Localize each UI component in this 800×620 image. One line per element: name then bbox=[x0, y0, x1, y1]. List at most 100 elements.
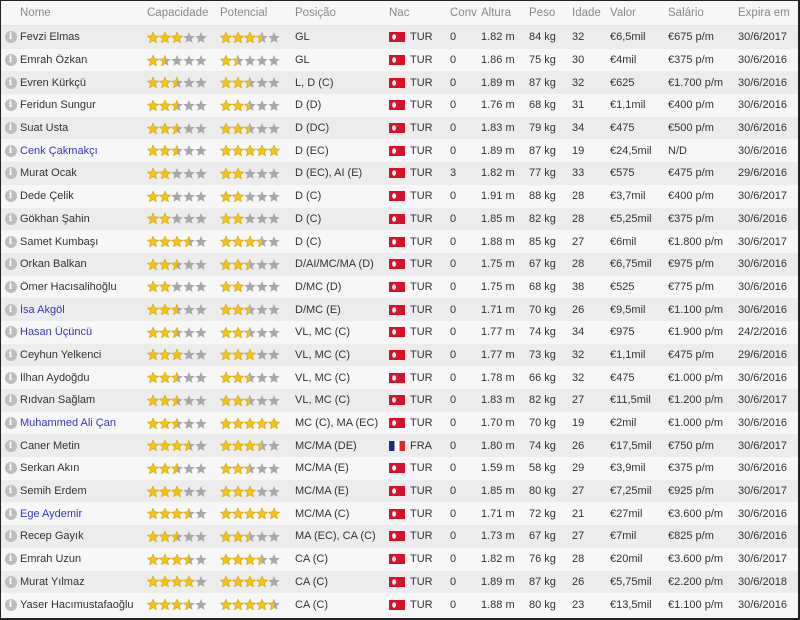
player-name[interactable]: Hasan Üçüncü bbox=[20, 326, 93, 339]
info-icon[interactable]: i bbox=[4, 54, 17, 67]
info-cell[interactable]: i bbox=[1, 485, 20, 498]
info-cell[interactable]: i bbox=[1, 167, 20, 180]
table-row[interactable]: i Rıdvan Sağlam VL, MC (C) TUR 0 1.83 m 82 kg 2… bbox=[1, 389, 798, 412]
header-salario[interactable]: Salário bbox=[668, 7, 704, 19]
table-row[interactable]: i Yaser Hacımustafaoğlu CA (C) TUR 0 1.88 m 80… bbox=[1, 593, 798, 616]
table-row[interactable]: i Fevzi Elmas GL TUR 0 1.82 m 84 kg 32 €6,5mil €6… bbox=[1, 26, 798, 49]
table-row[interactable]: i Ömer Hacısalihoğlu D/MC (D) TUR 0 1.75 m 68 … bbox=[1, 275, 798, 299]
info-cell[interactable]: i bbox=[1, 122, 20, 135]
info-icon[interactable]: i bbox=[4, 507, 17, 520]
player-name[interactable]: Muhammed Ali Çan bbox=[20, 417, 116, 430]
player-name[interactable]: Fevzi Elmas bbox=[20, 31, 80, 44]
info-cell[interactable]: i bbox=[1, 417, 20, 430]
player-name[interactable]: İlhan Aydoğdu bbox=[20, 371, 90, 384]
table-row[interactable]: i Suat Usta D (DC) TUR 0 1.83 m 79 kg 34 €475 €50… bbox=[1, 116, 798, 140]
table-row[interactable]: i Muhammed Ali Çan MC (C), MA (EC) TUR 0 1.70… bbox=[1, 411, 798, 435]
info-cell[interactable]: i bbox=[1, 144, 20, 157]
player-name[interactable]: Serkan Akın bbox=[20, 462, 80, 475]
header-conv[interactable]: Conv bbox=[450, 7, 477, 19]
header-idade[interactable]: Idade bbox=[572, 7, 601, 19]
info-cell[interactable]: i bbox=[1, 258, 20, 271]
info-icon[interactable]: i bbox=[4, 417, 17, 430]
header-potencial[interactable]: Potencial bbox=[220, 7, 268, 19]
header-capacidade[interactable]: Capacidade bbox=[147, 7, 209, 19]
info-icon[interactable]: i bbox=[4, 258, 17, 271]
info-cell[interactable]: i bbox=[1, 303, 20, 316]
info-icon[interactable]: i bbox=[4, 99, 17, 112]
info-icon[interactable]: i bbox=[4, 575, 17, 588]
info-cell[interactable]: i bbox=[1, 235, 20, 248]
header-peso[interactable]: Peso bbox=[529, 7, 556, 19]
header-nome[interactable]: Nome bbox=[20, 7, 51, 19]
player-name[interactable]: Evren Kürkçü bbox=[20, 76, 87, 89]
info-cell[interactable]: i bbox=[1, 394, 20, 407]
player-name[interactable]: Feridun Sungur bbox=[20, 99, 96, 112]
info-cell[interactable]: i bbox=[1, 462, 20, 475]
info-cell[interactable]: i bbox=[1, 280, 20, 293]
table-row[interactable]: i Ege Aydemir MC/MA (C) TUR 0 1.71 m 72 kg 21 €2… bbox=[1, 502, 798, 526]
header-posicao[interactable]: Posição bbox=[295, 7, 336, 19]
player-name[interactable]: Recep Gayık bbox=[20, 530, 84, 543]
table-row[interactable]: i İsa Akgöl D/MC (E) TUR 0 1.71 m 70 kg 26 €9,5m… bbox=[1, 298, 798, 321]
player-name[interactable]: Ömer Hacısalihoğlu bbox=[20, 280, 117, 293]
info-icon[interactable]: i bbox=[4, 598, 17, 611]
table-row[interactable]: i Orkan Balkan D/AI/MC/MA (D) TUR 0 1.75 m 67 … bbox=[1, 252, 798, 276]
player-name[interactable]: Suat Usta bbox=[20, 122, 69, 135]
table-row[interactable]: i Emrah Özkan GL TUR 0 1.86 m 75 kg 30 €4mil €375… bbox=[1, 48, 798, 72]
table-row[interactable]: i Murat Yılmaz CA (C) TUR 0 1.89 m 87 kg 26 €5,7… bbox=[1, 570, 798, 594]
info-cell[interactable]: i bbox=[1, 598, 20, 611]
table-row[interactable]: i Semih Erdem MC/MA (E) TUR 0 1.85 m 80 kg 27 €7… bbox=[1, 479, 798, 503]
header-altura[interactable]: Altura bbox=[481, 7, 512, 19]
info-cell[interactable]: i bbox=[1, 99, 20, 112]
table-row[interactable]: i Ceyhun Yelkenci VL, MC (C) TUR 0 1.77 m 73 k… bbox=[1, 343, 798, 367]
header-valor[interactable]: Valor bbox=[610, 7, 636, 19]
info-cell[interactable]: i bbox=[1, 507, 20, 520]
info-cell[interactable]: i bbox=[1, 439, 20, 452]
header-nac[interactable]: ▲Nac bbox=[389, 7, 450, 19]
player-name[interactable]: Orkan Balkan bbox=[20, 258, 87, 271]
player-name[interactable]: Murat Yılmaz bbox=[20, 575, 85, 588]
player-name[interactable]: Murat Ocak bbox=[20, 167, 77, 180]
table-row[interactable]: i Samet Kumbaşı D (C) TUR 0 1.88 m 85 kg 27 €6mi… bbox=[1, 230, 798, 253]
player-name[interactable]: Emrah Uzun bbox=[20, 553, 82, 566]
player-name[interactable]: Caner Metin bbox=[20, 439, 80, 452]
info-icon[interactable]: i bbox=[4, 326, 17, 339]
info-cell[interactable]: i bbox=[1, 553, 20, 566]
info-icon[interactable]: i bbox=[4, 31, 17, 44]
player-name[interactable]: Emrah Özkan bbox=[20, 54, 88, 67]
info-cell[interactable]: i bbox=[1, 54, 20, 67]
table-row[interactable]: i Evren Kürkçü L, D (C) TUR 0 1.89 m 87 kg 32 €6… bbox=[1, 71, 798, 95]
info-icon[interactable]: i bbox=[4, 190, 17, 203]
player-name[interactable]: Ceyhun Yelkenci bbox=[20, 348, 102, 361]
info-cell[interactable]: i bbox=[1, 31, 20, 44]
info-icon[interactable]: i bbox=[4, 394, 17, 407]
info-cell[interactable]: i bbox=[1, 326, 20, 339]
player-name[interactable]: Rıdvan Sağlam bbox=[20, 394, 96, 407]
header-expira[interactable]: Expira em bbox=[738, 7, 790, 19]
table-row[interactable]: i Hasan Üçüncü VL, MC (C) TUR 0 1.77 m 74 kg 34… bbox=[1, 320, 798, 344]
player-name[interactable]: Semih Erdem bbox=[20, 485, 87, 498]
info-icon[interactable]: i bbox=[4, 530, 17, 543]
table-row[interactable]: i Dede Çelik D (C) TUR 0 1.91 m 88 kg 28 €3,7mil… bbox=[1, 184, 798, 208]
player-name[interactable]: Samet Kumbaşı bbox=[20, 235, 99, 248]
info-icon[interactable]: i bbox=[4, 144, 17, 157]
info-icon[interactable]: i bbox=[4, 122, 17, 135]
table-row[interactable]: i Murat Ocak D (EC), AI (E) TUR 3 1.82 m 77 kg… bbox=[1, 162, 798, 185]
player-name[interactable]: İsa Akgöl bbox=[20, 303, 65, 316]
player-name[interactable]: Yaser Hacımustafaoğlu bbox=[20, 598, 134, 611]
player-name[interactable]: Dede Çelik bbox=[20, 190, 74, 203]
info-icon[interactable]: i bbox=[4, 485, 17, 498]
info-cell[interactable]: i bbox=[1, 76, 20, 89]
info-icon[interactable]: i bbox=[4, 76, 17, 89]
info-icon[interactable]: i bbox=[4, 439, 17, 452]
info-icon[interactable]: i bbox=[4, 553, 17, 566]
table-row[interactable]: i Recep Gayık MA (EC), CA (C) TUR 0 1.73 m 67 … bbox=[1, 525, 798, 548]
info-cell[interactable]: i bbox=[1, 212, 20, 225]
table-row[interactable]: i Gökhan Şahin D (C) TUR 0 1.85 m 82 kg 28 €5,25… bbox=[1, 207, 798, 231]
table-row[interactable]: i Caner Metin MC/MA (DE) FRA 0 1.80 m 74 kg 26 €… bbox=[1, 434, 798, 458]
table-row[interactable]: i Feridun Sungur D (D) TUR 0 1.76 m 68 kg 31 €1,… bbox=[1, 94, 798, 117]
info-icon[interactable]: i bbox=[4, 462, 17, 475]
info-icon[interactable]: i bbox=[4, 212, 17, 225]
info-cell[interactable]: i bbox=[1, 575, 20, 588]
info-icon[interactable]: i bbox=[4, 167, 17, 180]
